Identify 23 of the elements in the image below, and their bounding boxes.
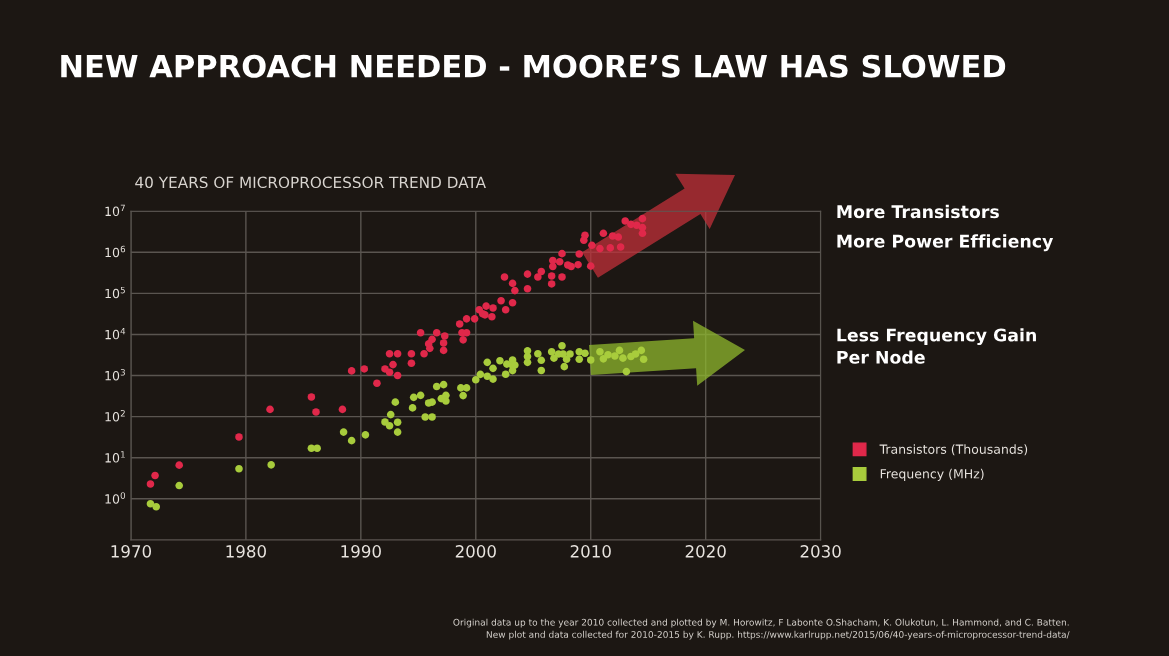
x-tick-label: 2030	[800, 545, 841, 558]
y-tick-label: 10$^{0}$	[105, 492, 126, 504]
text: Less Frequency Gain Per Node	[837, 328, 1036, 364]
x-tick-label: 1970	[111, 545, 152, 558]
x-tick-label: 2010	[570, 545, 611, 558]
y-tick-label: 10$^{2}$	[105, 410, 125, 422]
y-tick-label: 10$^{1}$	[105, 451, 125, 463]
legend-label: Transistors (Thousands)	[879, 444, 1028, 456]
y-tick-label: 10$^{7}$	[105, 204, 125, 217]
text: More Power Efficiency	[837, 234, 1054, 252]
x-tick-label: 2000	[455, 545, 496, 558]
y-tick-label: 10$^{3}$	[105, 368, 125, 381]
text: More Transistors	[837, 204, 999, 219]
y-tick-label: 10$^{6}$	[105, 245, 126, 258]
legend-label: Frequency (MHz)	[880, 468, 984, 481]
chart-title: NEW APPROACH NEEDED - MOORE’S LAW HAS SLOWED	[61, 54, 1006, 78]
x-tick-label: 1980	[226, 545, 266, 558]
text: Original data up to the year 2010 collected and plotted by M. Horowitz, F Labonte O.Shacham, K. Olukotun, L. Hammond, and C. Batten. New plot and data collected for 2010-2015 by K. Rupp. https://www.karlrupp.net/2015/06/40-years-of-microprocessor-trend-data/	[453, 618, 1070, 640]
y-tick-label: 10$^{4}$	[105, 327, 126, 340]
chart-subtitle: 40 YEARS OF MICROPROCESSOR TREND DATA	[135, 176, 486, 189]
y-tick-label: 10$^{5}$	[105, 286, 125, 299]
x-tick-label: 2020	[685, 545, 726, 558]
x-tick-label: 1990	[341, 545, 381, 558]
